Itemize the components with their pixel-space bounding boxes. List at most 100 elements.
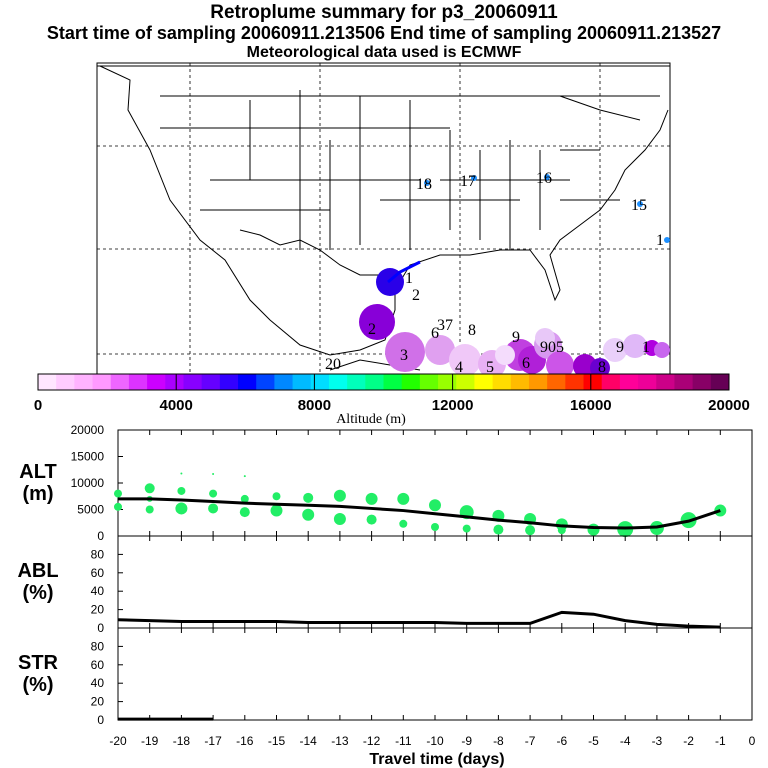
colorbar-swatch bbox=[528, 374, 548, 390]
colorbar-swatch bbox=[383, 374, 403, 390]
colorbar-swatch bbox=[165, 374, 184, 390]
y-tick-label: 40 bbox=[91, 676, 105, 690]
panel-alt: 0 5000 10000 15000 20000 ALT(m) bbox=[19, 423, 753, 543]
alt-point bbox=[587, 523, 600, 536]
plume-blob bbox=[603, 338, 627, 362]
colorbar-swatch bbox=[56, 374, 75, 390]
alt-point bbox=[462, 524, 471, 533]
colorbar-swatch bbox=[456, 374, 475, 390]
x-tick-label: -12 bbox=[363, 734, 381, 748]
colorbar-swatch bbox=[638, 374, 657, 390]
alt-point bbox=[365, 492, 378, 505]
map-day-label: 16 bbox=[536, 170, 552, 187]
colorbar-swatch bbox=[38, 374, 57, 390]
map-day-label: 2 bbox=[368, 321, 376, 338]
map-day-label: 6 bbox=[431, 325, 439, 342]
colorbar-swatch bbox=[710, 374, 730, 390]
map-day-label: 8 bbox=[468, 322, 476, 339]
x-tick-label: 0 bbox=[749, 734, 756, 748]
map-day-label: 17 bbox=[460, 173, 476, 190]
map-day-label: 8 bbox=[598, 359, 606, 376]
panel-abl: 0 20 40 60 80 ABL(%) bbox=[17, 535, 753, 635]
map-day-label: 1 bbox=[405, 270, 413, 287]
y-tick-label: 40 bbox=[91, 584, 105, 598]
colorbar-swatch bbox=[365, 374, 384, 390]
colorbar-swatch bbox=[438, 374, 457, 390]
alt-point bbox=[270, 504, 283, 517]
colorbar-tick-label: 8000 bbox=[298, 397, 331, 414]
map-day-label: 4 bbox=[455, 359, 463, 376]
colorbar-swatch bbox=[547, 374, 566, 390]
x-tick-label: -16 bbox=[236, 734, 254, 748]
x-tick-label: -15 bbox=[268, 734, 286, 748]
x-tick-label: -3 bbox=[652, 734, 663, 748]
panel-unit: (%) bbox=[22, 582, 53, 604]
y-tick-label: 0 bbox=[97, 713, 104, 727]
x-tick-label: -18 bbox=[173, 734, 191, 748]
map-day-label: 5 bbox=[486, 359, 494, 376]
x-axis: -20 -19 -18 -17 -16 -15 -14 -13 -12 -11 -10 -9 -8 -7-… bbox=[109, 734, 755, 768]
colorbar-swatch bbox=[692, 374, 712, 390]
colorbar-swatch bbox=[110, 374, 130, 390]
y-tick-label: 80 bbox=[91, 547, 105, 561]
x-tick-label: -4 bbox=[620, 734, 631, 748]
alt-point bbox=[209, 489, 218, 498]
x-tick-label: -20 bbox=[109, 734, 127, 748]
met-data-note: Meteorological data used is ECMWF bbox=[246, 44, 522, 61]
alt-point bbox=[114, 502, 122, 511]
colorbar-swatch bbox=[328, 374, 348, 390]
y-tick-label: 0 bbox=[97, 621, 104, 635]
plume-blob bbox=[495, 345, 515, 365]
x-tick-label: -7 bbox=[525, 734, 536, 748]
y-tick-label: 5000 bbox=[77, 503, 104, 517]
alt-point bbox=[333, 513, 346, 526]
alt-point bbox=[333, 489, 346, 502]
plume-blob bbox=[590, 358, 610, 378]
alt-point bbox=[557, 526, 566, 535]
time-series-panels: 05000100001500020000ALT(m)020406080ABL(%… bbox=[17, 423, 755, 768]
alt-median-line bbox=[118, 497, 721, 530]
x-tick-label: -13 bbox=[331, 734, 349, 748]
x-tick-label: -14 bbox=[300, 734, 318, 748]
plume-blob bbox=[623, 334, 647, 358]
y-tick-label: 20 bbox=[91, 695, 105, 709]
colorbar-swatch bbox=[601, 374, 621, 390]
map-day-label: 3 bbox=[400, 347, 408, 364]
panel-label: ABL bbox=[17, 560, 58, 582]
colorbar-swatch bbox=[256, 374, 275, 390]
map-day-label: 1 bbox=[656, 232, 664, 249]
colorbar-swatch bbox=[183, 374, 203, 390]
map-day-label: 9 bbox=[616, 339, 624, 356]
colorbar-swatch bbox=[583, 374, 603, 390]
alt-point bbox=[145, 505, 154, 514]
plume-blob bbox=[546, 351, 574, 379]
altitude-colorbar bbox=[37, 373, 730, 391]
y-tick-label: 20000 bbox=[71, 423, 105, 437]
x-tick-label: -19 bbox=[141, 734, 159, 748]
colorbar-swatch bbox=[347, 374, 366, 390]
colorbar-swatch bbox=[147, 374, 166, 390]
plume-blob bbox=[359, 304, 395, 340]
x-tick-label: -2 bbox=[683, 734, 694, 748]
map-day-label: 20 bbox=[325, 356, 341, 373]
x-tick-label: -5 bbox=[588, 734, 599, 748]
x-tick-label: -9 bbox=[461, 734, 472, 748]
y-tick-label: 60 bbox=[91, 566, 105, 580]
map-day-label: 1 bbox=[642, 339, 650, 356]
colorbar-swatch bbox=[674, 374, 694, 390]
alt-point bbox=[175, 502, 188, 515]
plume-blob bbox=[425, 335, 455, 365]
colorbar-swatch bbox=[292, 374, 312, 390]
panel-str: 0 20 40 60 80 STR(%) bbox=[18, 627, 753, 727]
alt-point bbox=[243, 475, 246, 478]
panel-unit: (%) bbox=[22, 674, 53, 696]
alt-point bbox=[366, 514, 377, 525]
alt-point bbox=[302, 508, 315, 521]
x-tick-label: -1 bbox=[715, 734, 726, 748]
alt-point bbox=[212, 472, 215, 475]
colorbar-swatch bbox=[201, 374, 221, 390]
colorbar-swatch bbox=[238, 374, 257, 390]
colorbar-tick-label: 0 bbox=[34, 397, 42, 414]
